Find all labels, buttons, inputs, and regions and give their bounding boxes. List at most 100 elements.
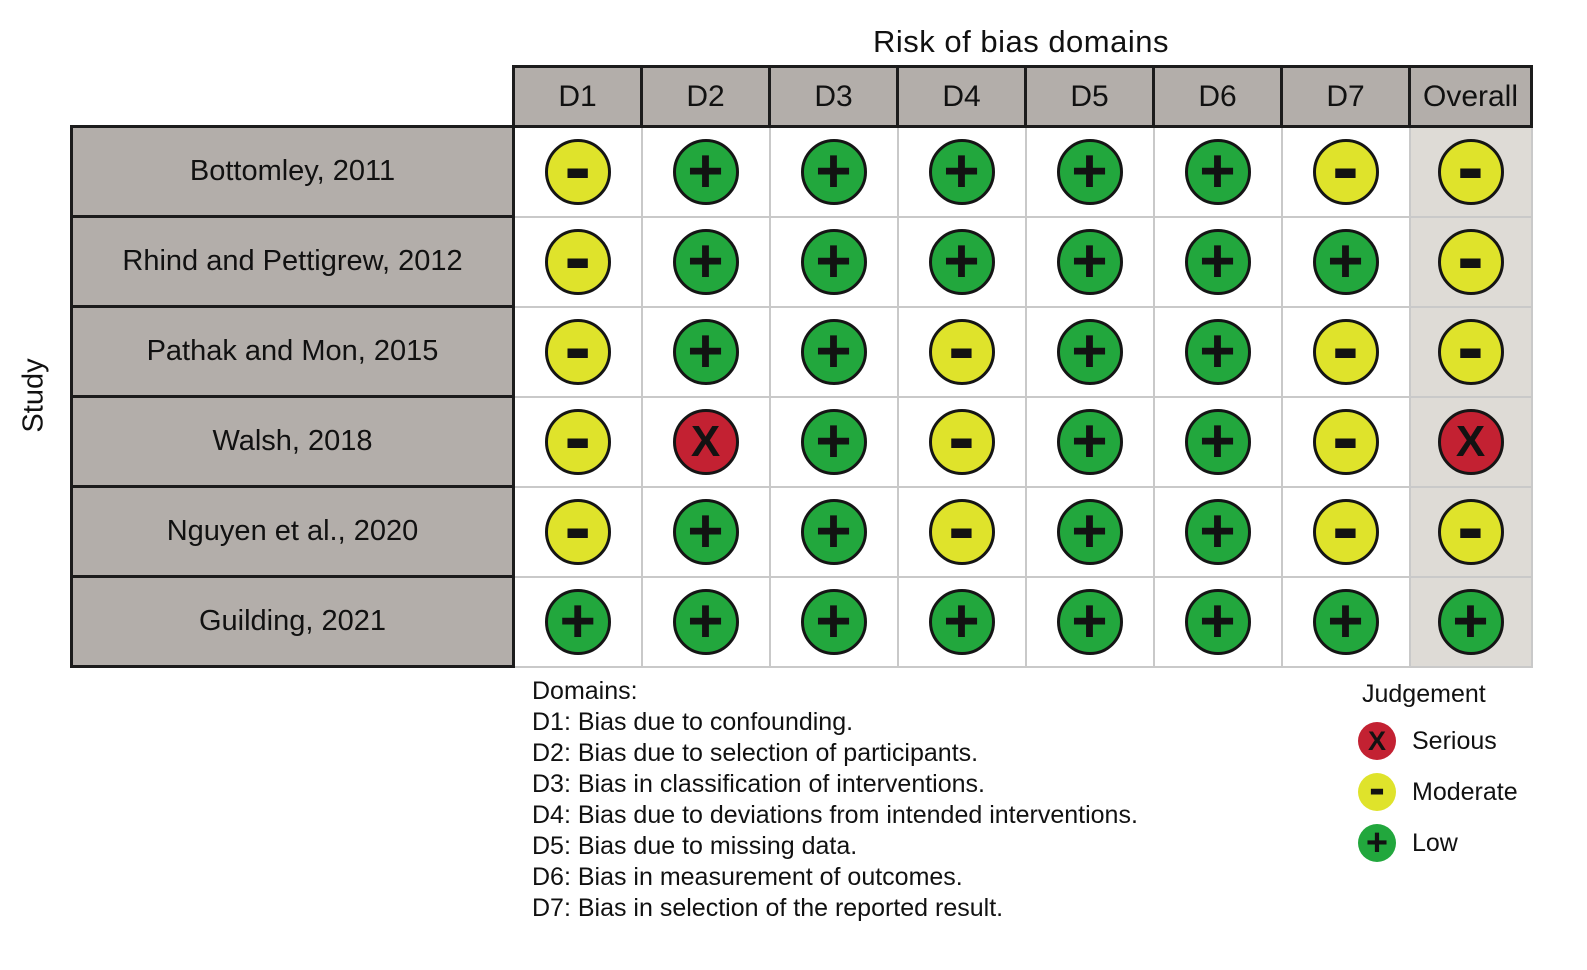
judgement-low-icon: + [1056, 228, 1123, 295]
table-corner-spacer [72, 67, 514, 127]
judgement-moderate-icon: - [928, 396, 995, 476]
judgement-low-icon: + [672, 228, 739, 295]
column-header-d4: D4 [896, 65, 1027, 128]
column-header-d1: D1 [512, 65, 643, 128]
judgement-low-icon: + [672, 498, 739, 565]
domain-note-line: D7: Bias in selection of the reported re… [532, 894, 1004, 922]
judgement-low-icon: + [1184, 408, 1251, 475]
study-cell: Nguyen et al., 2020 [70, 485, 515, 578]
judgement-low-icon: + [800, 138, 867, 205]
domain-note-line: D2: Bias due to selection of participant… [532, 739, 979, 767]
rating-cell: X [640, 395, 771, 488]
judgement-low-icon: + [800, 588, 867, 655]
legend-title: Judgement [1362, 680, 1486, 708]
legend-item-label: Serious [1412, 726, 1497, 755]
rating-cell: + [1024, 575, 1155, 668]
judgement-serious-icon: X [672, 408, 739, 475]
judgement-serious-icon: X [1437, 408, 1504, 475]
rating-cell: + [1152, 575, 1283, 668]
domain-note-line: D3: Bias in classification of interventi… [532, 770, 985, 798]
rating-cell: - [512, 485, 643, 578]
legend-item-label: Low [1412, 828, 1458, 857]
judgement-low-icon: + [800, 498, 867, 565]
judgement-moderate-icon: - [1312, 486, 1379, 566]
judgement-moderate-icon: - [1437, 216, 1504, 296]
judgement-moderate-icon: - [544, 126, 611, 206]
rating-cell: - [1280, 485, 1411, 578]
study-cell: Guilding, 2021 [70, 575, 515, 668]
judgement-low-icon: + [1056, 498, 1123, 565]
rating-cell: + [640, 125, 771, 218]
rating-cell: - [896, 305, 1027, 398]
judgement-low-icon: + [1184, 498, 1251, 565]
rating-cell: + [1280, 215, 1411, 308]
rating-cell: - [512, 125, 643, 218]
judgement-low-icon: + [544, 588, 611, 655]
column-header-d6: D6 [1152, 65, 1283, 128]
judgement-low-icon: + [1184, 318, 1251, 385]
rating-cell: + [1024, 305, 1155, 398]
legend-items: X Serious - Moderate + Low [1358, 722, 1518, 862]
rating-cell: + [1024, 395, 1155, 488]
judgement-moderate-icon: - [1437, 126, 1504, 206]
rating-cell: + [640, 305, 771, 398]
rating-cell: - [1280, 305, 1411, 398]
rating-cell: - [1408, 125, 1533, 218]
y-axis-label: Study [17, 357, 50, 433]
domains-heading: Domains: [532, 677, 638, 705]
domain-note-line: D5: Bias due to missing data. [532, 832, 858, 860]
rating-cell: + [1024, 215, 1155, 308]
legend-moderate-icon: - [1358, 765, 1396, 813]
study-cell: Pathak and Mon, 2015 [70, 305, 515, 398]
study-row: Bottomley, 2011- + + + + + - - [70, 125, 1533, 218]
judgement-low-icon: + [928, 228, 995, 295]
column-header-d2: D2 [640, 65, 771, 128]
domains-note: Domains: D1: Bias due to confounding. D2:… [532, 676, 1138, 924]
rating-cell: + [1280, 575, 1411, 668]
judgement-legend: Judgement X Serious - Moderate + Low [1358, 680, 1518, 862]
rating-cell: - [896, 485, 1027, 578]
judgement-moderate-icon: - [544, 216, 611, 296]
rating-cell: - [1408, 485, 1533, 578]
rating-cell: + [768, 125, 899, 218]
study-row: Walsh, 2018- X + - + + - X [70, 395, 1533, 488]
study-row: Pathak and Mon, 2015- + + - + + - - [70, 305, 1533, 398]
judgement-moderate-icon: - [928, 486, 995, 566]
judgement-low-icon: + [672, 588, 739, 655]
column-header-overall: Overall [1408, 65, 1533, 128]
judgement-low-icon: + [1056, 408, 1123, 475]
domain-note-line: D6: Bias in measurement of outcomes. [532, 863, 963, 891]
judgement-low-icon: + [800, 228, 867, 295]
rating-cell: + [768, 305, 899, 398]
rating-cell: + [512, 575, 643, 668]
legend-item-serious: X Serious [1358, 722, 1518, 760]
judgement-low-icon: + [1056, 318, 1123, 385]
rating-cell: - [1408, 305, 1533, 398]
judgement-moderate-icon: - [1437, 486, 1504, 566]
rating-cell: - [512, 305, 643, 398]
judgement-low-icon: + [672, 318, 739, 385]
column-header-d7: D7 [1280, 65, 1411, 128]
judgement-low-icon: + [928, 138, 995, 205]
study-row: Nguyen et al., 2020- + + - + + - - [70, 485, 1533, 578]
y-axis-label-container: Study [4, 125, 64, 665]
rating-cell: + [896, 215, 1027, 308]
rating-cell: + [1152, 305, 1283, 398]
rating-cell: - [1280, 125, 1411, 218]
rating-cell: + [1152, 395, 1283, 488]
rating-cell: + [896, 125, 1027, 218]
judgement-moderate-icon: - [544, 306, 611, 386]
column-header-d5: D5 [1024, 65, 1155, 128]
judgement-low-icon: + [1312, 588, 1379, 655]
judgement-moderate-icon: - [1312, 306, 1379, 386]
study-row: Rhind and Pettigrew, 2012- + + + + + + - [70, 215, 1533, 308]
rating-cell: + [1152, 215, 1283, 308]
judgement-moderate-icon: - [1312, 396, 1379, 476]
rating-cell: + [768, 575, 899, 668]
judgement-low-icon: + [800, 408, 867, 475]
rating-cell: + [896, 575, 1027, 668]
figure-title: Risk of bias domains [872, 24, 1169, 59]
column-header-d3: D3 [768, 65, 899, 128]
judgement-low-icon: + [1437, 588, 1504, 655]
